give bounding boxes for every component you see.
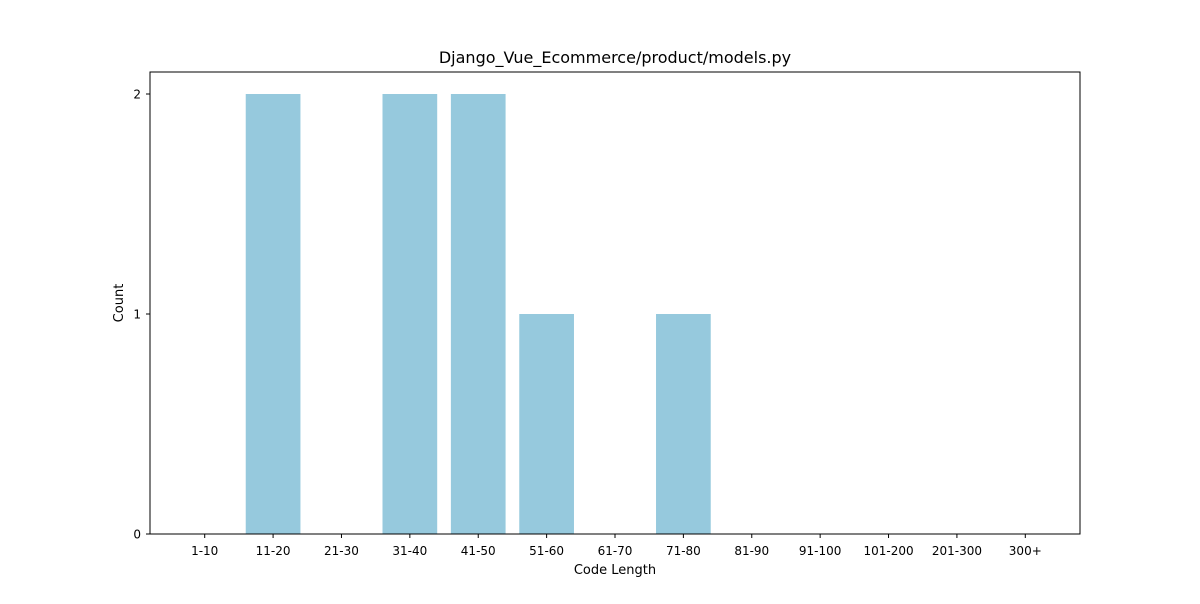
x-tick-label: 201-300 (932, 544, 982, 558)
bar-11-20 (245, 94, 301, 534)
x-tick-label: 41-50 (461, 544, 496, 558)
x-tick-label: 61-70 (598, 544, 633, 558)
x-tick-label: 31-40 (392, 544, 427, 558)
y-tick-label: 2 (133, 88, 141, 102)
bar-51-60 (519, 314, 574, 534)
x-axis-ticks: 1-10 11-20 21-30 31-40 41-50 51-60 61-70 71-80 8… (191, 534, 1042, 558)
x-tick-label: 71-80 (666, 544, 701, 558)
y-axis-ticks: 0 1 2 (133, 88, 150, 542)
x-tick-label: 11-20 (256, 544, 291, 558)
y-axis-label: Count (112, 284, 127, 323)
x-tick-label: 91-100 (799, 544, 842, 558)
y-tick-label: 1 (133, 308, 141, 322)
y-tick-label: 0 (133, 528, 141, 542)
x-tick-label: 51-60 (529, 544, 564, 558)
bars-group (245, 94, 711, 534)
x-tick-label: 1-10 (191, 544, 218, 558)
bar-71-80 (656, 314, 711, 534)
x-tick-label: 81-90 (734, 544, 769, 558)
bar-31-40 (382, 94, 438, 534)
chart-title: Django_Vue_Ecommerce/product/models.py (439, 48, 791, 68)
x-tick-label: 21-30 (324, 544, 359, 558)
bar-41-50 (450, 94, 506, 534)
x-tick-label: 101-200 (863, 544, 913, 558)
x-axis-label: Code Length (574, 563, 656, 578)
x-tick-label: 300+ (1009, 544, 1042, 558)
